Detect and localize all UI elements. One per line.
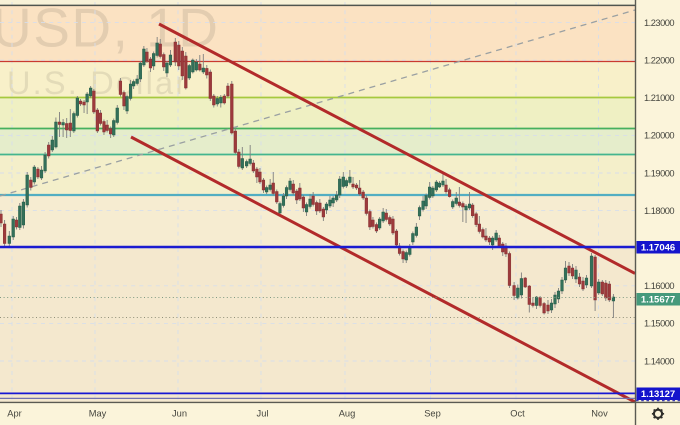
svg-text:1.15000: 1.15000 bbox=[644, 319, 674, 329]
svg-text:U.S. Dollar: U.S. Dollar bbox=[7, 65, 188, 101]
svg-text:Apr: Apr bbox=[7, 408, 21, 418]
svg-text:Nov: Nov bbox=[591, 408, 608, 418]
svg-text:Aug: Aug bbox=[339, 408, 356, 418]
svg-text:USD, 1D: USD, 1D bbox=[0, 0, 220, 59]
svg-text:Sep: Sep bbox=[424, 408, 441, 418]
svg-text:1.16000: 1.16000 bbox=[644, 281, 674, 291]
svg-text:1.17046: 1.17046 bbox=[641, 243, 675, 254]
svg-text:1.13127: 1.13127 bbox=[641, 389, 675, 400]
svg-text:Oct: Oct bbox=[510, 408, 525, 418]
svg-text:1.14000: 1.14000 bbox=[644, 356, 674, 366]
svg-text:May: May bbox=[89, 408, 107, 418]
svg-text:1.20000: 1.20000 bbox=[644, 131, 674, 141]
svg-text:1.23000: 1.23000 bbox=[644, 18, 674, 28]
svg-text:1.19000: 1.19000 bbox=[644, 168, 674, 178]
svg-text:1.15677: 1.15677 bbox=[641, 295, 675, 306]
svg-text:Jul: Jul bbox=[257, 408, 269, 418]
svg-text:1.22000: 1.22000 bbox=[644, 56, 674, 66]
svg-text:1.21000: 1.21000 bbox=[644, 93, 674, 103]
svg-text:1.18000: 1.18000 bbox=[644, 206, 674, 216]
svg-text:Jun: Jun bbox=[172, 408, 187, 418]
